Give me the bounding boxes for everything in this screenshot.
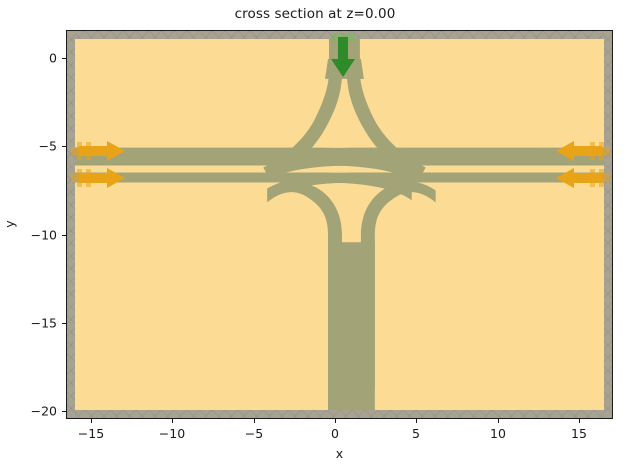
xtick-mark	[416, 419, 417, 423]
boundary-band-bottom	[67, 410, 612, 418]
xtick-label: 0	[331, 426, 339, 441]
ytick-label: −15	[30, 315, 57, 331]
inflow-arrow-left-upper	[71, 141, 125, 161]
ytick-mark	[62, 146, 66, 147]
xtick-mark	[335, 419, 336, 423]
ytick-mark	[62, 58, 66, 59]
xtick-label: −15	[77, 426, 105, 441]
field-heatmap	[67, 31, 612, 418]
ytick-mark	[62, 323, 66, 324]
plot-axes	[66, 30, 613, 419]
xtick-label: 15	[571, 426, 587, 441]
inflow-arrow-top	[331, 33, 355, 77]
ytick-mark	[62, 411, 66, 412]
boundary-band-right	[604, 31, 612, 418]
ytick-mark	[62, 235, 66, 236]
boundary-band-left	[67, 31, 75, 418]
ytick-label: −5	[38, 138, 57, 154]
inflow-arrow-right-lower	[556, 168, 610, 188]
xtick-label: 10	[490, 426, 506, 441]
y-axis-label: y	[2, 220, 18, 228]
xtick-label: −10	[158, 426, 186, 441]
xtick-label: −5	[244, 426, 264, 441]
inflow-arrow-right-upper	[556, 141, 610, 161]
xtick-label: 5	[412, 426, 420, 441]
x-axis-label: x	[335, 446, 344, 461]
xtick-mark	[172, 419, 173, 423]
inflow-arrow-left-lower	[71, 168, 125, 188]
xtick-mark	[91, 419, 92, 423]
ytick-label: −20	[30, 403, 57, 419]
ytick-label: 0	[49, 50, 57, 66]
ytick-label: −10	[30, 227, 57, 243]
xtick-mark	[498, 419, 499, 423]
xtick-mark	[579, 419, 580, 423]
xtick-mark	[254, 419, 255, 423]
plot-title: cross section at z=0.00	[234, 6, 396, 22]
